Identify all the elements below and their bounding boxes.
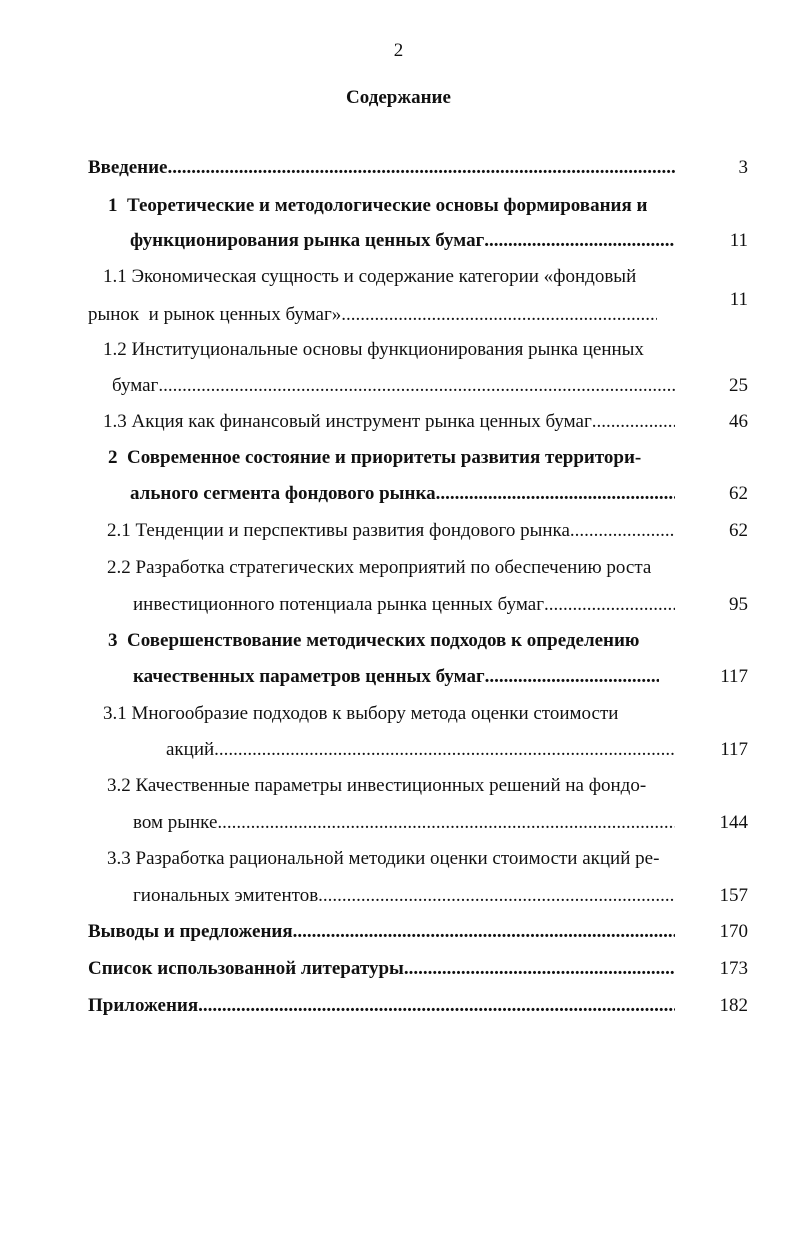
toc-entry-3-1: 3.1 Многообразие подходов к выбору метод…	[103, 703, 618, 725]
entry-page: 11	[729, 289, 748, 310]
toc-entry-1-2: 1.2 Институциональные основы функциониро…	[103, 339, 644, 361]
entry-text: Приложения	[88, 995, 199, 1016]
dot-leader	[485, 666, 659, 688]
entry-page: 157	[719, 885, 749, 906]
entry-text: 3.2 Качественные параметры инвестиционны…	[107, 775, 647, 796]
entry-text: Выводы и предложения	[88, 921, 293, 942]
entry-page: 173	[719, 958, 749, 979]
entry-page: 95	[729, 594, 748, 615]
toc-entry-3-2: 3.2 Качественные параметры инвестиционны…	[107, 775, 646, 797]
entry-page: 25	[729, 375, 748, 396]
entry-text: 3 Совершенствование методических подходо…	[108, 630, 640, 651]
page-number: 2	[393, 40, 404, 61]
entry-text: 1.1 Экономическая сущность и содержание …	[103, 266, 637, 287]
entry-text: 1 Теоретические и методологические основ…	[108, 195, 648, 216]
entry-page: 170	[719, 921, 749, 942]
dot-leader	[198, 995, 675, 1017]
toc-entry-3-2-cont: вом рынке	[133, 812, 675, 834]
dot-leader	[484, 230, 675, 252]
dot-leader	[592, 411, 675, 433]
toc-entry-3-3: 3.3 Разработка рациональной методики оце…	[107, 848, 659, 870]
entry-page: 117	[720, 666, 748, 687]
dot-leader	[570, 520, 675, 542]
dot-leader	[214, 739, 675, 761]
entry-text: инвестиционного потенциала рынка ценных …	[133, 594, 544, 615]
dot-leader	[318, 885, 675, 907]
toc-entry-1-1-cont: рынок и рынок ценных бумаг»	[88, 304, 657, 326]
entry-text: бумаг	[112, 375, 159, 396]
entry-text: Введение	[88, 157, 168, 178]
dot-leader	[341, 304, 657, 326]
entry-text: 2.1 Тенденции и перспективы развития фон…	[107, 520, 570, 541]
dot-leader	[436, 483, 675, 505]
entry-page: 46	[729, 411, 748, 432]
entry-text: 3.1 Многообразие подходов к выбору метод…	[103, 703, 619, 724]
entry-text: Список использованной литературы	[88, 958, 404, 979]
dot-leader	[293, 921, 675, 943]
dot-leader	[404, 958, 675, 980]
entry-page: 62	[729, 520, 748, 541]
entry-text: гиональных эмитентов	[133, 885, 319, 906]
toc-entry-2-2-cont: инвестиционного потенциала рынка ценных …	[133, 594, 675, 616]
entry-text: функционирования рынка ценных бумаг	[130, 230, 485, 251]
entry-text: 1.3 Акция как финансовый инструмент рынк…	[103, 411, 592, 432]
entry-page: 3	[738, 157, 749, 178]
toc-entry-3-1-cont: акций	[166, 739, 675, 761]
entry-text: вом рынке	[133, 812, 218, 833]
entry-text: рынок и рынок ценных бумаг»	[88, 304, 342, 325]
toc-entry-appendices: Приложения	[88, 995, 675, 1017]
toc-entry-conclusions: Выводы и предложения	[88, 921, 675, 943]
entry-page: 144	[719, 812, 749, 833]
entry-text: акций	[166, 739, 215, 760]
toc-entry-chapter-3: 3 Совершенствование методических подходо…	[108, 630, 639, 652]
entry-page: 117	[720, 739, 748, 760]
entry-text: качественных параметров ценных бумаг	[133, 666, 485, 687]
toc-entry-references: Список использованной литературы	[88, 958, 675, 980]
toc-entry-1-3: 1.3 Акция как финансовый инструмент рынк…	[103, 411, 675, 433]
toc-entry-2-2: 2.2 Разработка стратегических мероприяти…	[107, 557, 651, 579]
toc-entry-1-2-cont: бумаг	[112, 375, 675, 397]
toc-entry-1-1: 1.1 Экономическая сущность и содержание …	[103, 266, 636, 288]
toc-entry-chapter-2: 2 Современное состояние и приоритеты раз…	[108, 447, 641, 469]
toc-entry-3-3-cont: гиональных эмитентов	[133, 885, 675, 907]
toc-entry-chapter-3-cont: качественных параметров ценных бумаг	[133, 666, 659, 688]
toc-entry-chapter-1-cont: функционирования рынка ценных бумаг	[130, 230, 675, 252]
entry-page: 62	[729, 483, 748, 504]
entry-page: 11	[729, 230, 748, 251]
entry-text: 2.2 Разработка стратегических мероприяти…	[107, 557, 652, 578]
entry-text: 1.2 Институциональные основы функциониро…	[103, 339, 644, 360]
toc-entry-introduction: Введение	[88, 157, 675, 179]
entry-text: 3.3 Разработка рациональной методики оце…	[107, 848, 660, 869]
entry-page: 182	[719, 995, 749, 1016]
toc-entry-chapter-2-cont: ального сегмента фондового рынка	[130, 483, 675, 505]
entry-text: ального сегмента фондового рынка	[130, 483, 436, 504]
dot-leader	[217, 812, 675, 834]
toc-title: Содержание	[346, 87, 451, 108]
dot-leader	[168, 157, 676, 179]
dot-leader	[158, 375, 675, 397]
entry-text: 2 Современное состояние и приоритеты раз…	[108, 447, 642, 468]
toc-entry-2-1: 2.1 Тенденции и перспективы развития фон…	[107, 520, 675, 542]
toc-entry-chapter-1: 1 Теоретические и методологические основ…	[108, 195, 647, 217]
dot-leader	[544, 594, 675, 616]
